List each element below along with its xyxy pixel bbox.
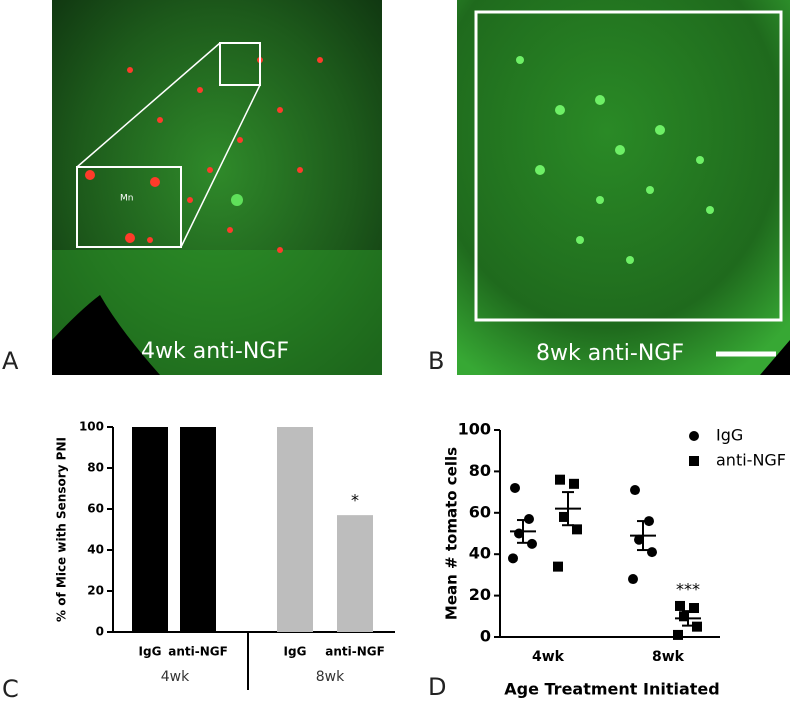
y-tick-label: 80 xyxy=(87,461,104,475)
bar xyxy=(180,427,216,632)
annotation: *** xyxy=(676,579,700,598)
y-axis-label: Mean # tomato cells xyxy=(443,447,461,620)
panel-letter: B xyxy=(428,347,444,375)
y-axis-label: % of Mice with Sensory PNI xyxy=(55,437,69,622)
point xyxy=(628,574,638,585)
panel-caption: 8wk anti-NGF xyxy=(536,341,684,366)
point xyxy=(555,474,565,485)
point xyxy=(630,485,640,496)
x-tick-label: IgG xyxy=(139,645,162,659)
point xyxy=(679,611,689,622)
panel-caption: 4wk anti-NGF xyxy=(141,339,289,364)
point xyxy=(689,603,699,614)
point xyxy=(634,534,644,545)
point xyxy=(559,511,569,522)
annotation: * xyxy=(351,491,359,510)
point xyxy=(553,561,563,572)
bar xyxy=(337,515,373,632)
legend-label: anti-NGF xyxy=(716,451,786,470)
legend-label: IgG xyxy=(716,426,743,445)
x-tick-label: anti-NGF xyxy=(168,645,228,659)
inset-label: Mn xyxy=(120,194,133,204)
y-tick-label: 20 xyxy=(87,584,104,598)
x-tick-label: 4wk xyxy=(532,649,565,665)
group-label: 4wk xyxy=(161,669,190,685)
x-tick-label: anti-NGF xyxy=(325,645,385,659)
panel-b-image: 8wk anti-NGF xyxy=(457,0,790,375)
point xyxy=(508,553,518,564)
panel-letter: D xyxy=(428,673,446,701)
y-tick-label: 40 xyxy=(469,544,491,563)
point xyxy=(510,482,520,493)
bar xyxy=(132,427,168,632)
y-tick-label: 0 xyxy=(480,627,491,646)
point xyxy=(675,600,685,611)
panel-a-image: Mn 4wk anti-NGF xyxy=(52,0,382,375)
group-label: 8wk xyxy=(316,669,345,685)
y-tick-label: 60 xyxy=(87,502,104,516)
point xyxy=(673,629,683,640)
x-tick-label: IgG xyxy=(284,645,307,659)
x-axis-label: Age Treatment Initiated xyxy=(504,680,719,699)
legend-marker xyxy=(689,431,699,441)
point xyxy=(524,514,534,525)
point xyxy=(569,478,579,489)
y-tick-label: 60 xyxy=(469,502,491,521)
y-tick-label: 80 xyxy=(469,461,491,480)
legend-marker xyxy=(689,456,699,466)
y-tick-label: 20 xyxy=(469,585,491,604)
y-tick-label: 40 xyxy=(87,543,104,557)
y-tick-label: 100 xyxy=(79,420,104,434)
panel-letter: C xyxy=(2,675,19,703)
panel-letter: A xyxy=(2,347,19,375)
point xyxy=(647,547,657,558)
y-tick-label: 0 xyxy=(96,625,104,639)
x-tick-label: 8wk xyxy=(652,649,685,665)
point xyxy=(527,538,537,549)
point xyxy=(572,524,582,535)
bar xyxy=(277,427,313,632)
y-tick-label: 100 xyxy=(458,420,491,439)
point xyxy=(692,621,702,632)
